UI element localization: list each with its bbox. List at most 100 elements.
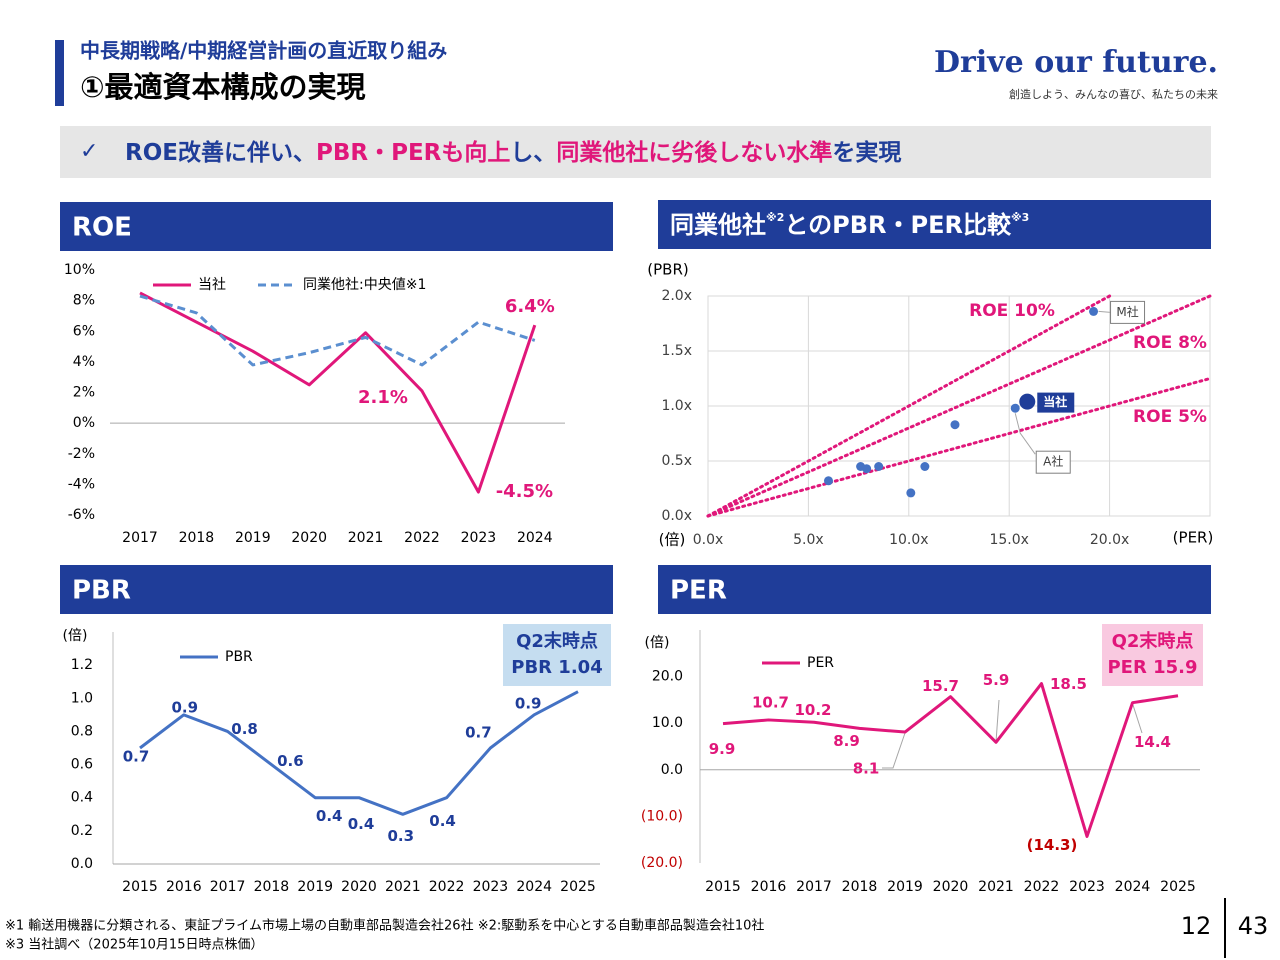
data-label: 9.9 — [709, 740, 736, 758]
y-tick-label: (20.0) — [641, 855, 683, 871]
banner-text: ROE改善に伴い、PBR・PERも向上し、同業他社に劣後しない水準を実現 — [125, 139, 901, 166]
scatter-point — [823, 476, 833, 486]
check-mark: ✓ — [80, 139, 98, 164]
callout-box — [1102, 624, 1203, 686]
point-label-box — [1037, 392, 1075, 413]
data-label: 10.2 — [794, 701, 831, 719]
section-header — [658, 200, 1211, 249]
x-tick-label: 2018 — [179, 530, 215, 546]
x-tick-label: 2021 — [385, 879, 421, 895]
section-header — [60, 202, 613, 251]
y-tick-label: 1.0 — [71, 690, 93, 706]
data-label: 0.7 — [465, 724, 492, 742]
x-tick-label: 2022 — [429, 879, 465, 895]
y-unit: (倍) — [63, 628, 88, 644]
y-tick-label: 0.0 — [71, 856, 93, 872]
x-tick-label: 2024 — [1115, 879, 1151, 895]
data-label: 2.1% — [358, 387, 408, 408]
data-label: 18.5 — [1050, 675, 1087, 693]
data-label: 0.3 — [388, 827, 415, 845]
x-tick-label: 2024 — [517, 530, 553, 546]
scatter-point — [920, 462, 930, 471]
x-tick-label: 2018 — [842, 879, 878, 895]
y-tick-label: 20.0 — [652, 669, 683, 685]
section-title: 同業他社※2とのPBR・PER比較※3 — [670, 211, 1029, 239]
x-tick-label: 2023 — [1069, 879, 1105, 895]
leader-line — [1132, 704, 1143, 734]
x-tick-label: 2018 — [254, 879, 290, 895]
footnote: ※3 当社調べ（2025年10月15日時点株価） — [5, 937, 263, 953]
x-tick-label: 2016 — [751, 879, 787, 895]
y-tick-label: -2% — [68, 446, 95, 462]
y-tick-label: 10.0 — [652, 715, 683, 731]
scatter-point — [1010, 403, 1020, 413]
x-tick-label: 2020 — [291, 530, 327, 546]
page-number: 12 — [1181, 912, 1212, 940]
callout-text: Q2末時点 — [516, 630, 598, 652]
callout-text: PBR 1.04 — [511, 657, 602, 678]
data-label: 15.7 — [922, 677, 959, 695]
banner-segment: を実現 — [832, 139, 901, 166]
y-tick-label: 6% — [73, 323, 95, 339]
scatter-point — [862, 464, 872, 474]
y-tick-label: 1.0x — [661, 398, 692, 414]
legend-label: 当社 — [198, 277, 226, 293]
x-tick-label: 2022 — [1024, 879, 1060, 895]
series-line — [139, 294, 536, 367]
title-bar — [55, 40, 64, 106]
title-part: 同業他社 — [670, 211, 766, 239]
section-header — [658, 565, 1211, 614]
callout-text: PER 15.9 — [1107, 657, 1197, 678]
x-tick-label: 2023 — [461, 530, 497, 546]
x-tick-label: 15.0x — [989, 532, 1028, 548]
y-tick-label: 1.2 — [71, 657, 93, 673]
series-line — [722, 682, 1179, 838]
legend-label: PBR — [225, 649, 253, 665]
data-label: 0.8 — [231, 720, 258, 738]
callout-text: Q2末時点 — [1112, 630, 1194, 652]
reference-label: ROE 8% — [1133, 333, 1207, 353]
banner-segment: ROE改善に伴い、 — [125, 139, 316, 166]
callout-box — [503, 624, 611, 686]
scatter-point — [906, 488, 916, 498]
x-tick-label: 5.0x — [793, 532, 824, 548]
x-tick-label: 2025 — [560, 879, 596, 895]
y-tick-label: 0.0x — [661, 508, 692, 524]
y-tick-label: 2% — [73, 385, 95, 401]
data-label: 0.4 — [348, 815, 375, 833]
reference-line — [706, 377, 1212, 518]
x-axis-label: (PER) — [1173, 529, 1214, 547]
y-tick-label: 0.8 — [71, 723, 93, 739]
leader-line — [1014, 413, 1036, 455]
data-label: 0.4 — [429, 812, 456, 830]
y-tick-label: 4% — [73, 354, 95, 370]
banner-segment: し、 — [510, 140, 556, 166]
leader-line — [995, 699, 1000, 743]
banner-segment: PBR・PERも向上 — [316, 139, 510, 166]
title-part: ※2 — [766, 211, 784, 224]
x-tick-label: 2019 — [887, 879, 923, 895]
data-label: 0.7 — [123, 748, 150, 766]
y-tick-label: 0% — [73, 415, 95, 431]
section-title: ROE — [72, 213, 132, 243]
scatter-point — [874, 462, 884, 471]
x-tick-label: 2020 — [933, 879, 969, 895]
x-tick-label: 2017 — [122, 530, 158, 546]
legend-label: 同業他社:中央値※1 — [303, 277, 426, 293]
reference-line — [706, 294, 1212, 518]
x-tick-label: 20.0x — [1090, 532, 1129, 548]
y-axis-label: (PBR) — [647, 261, 688, 279]
y-tick-label: 0.4 — [71, 790, 93, 806]
x-tick-label: 2023 — [473, 879, 509, 895]
title: ①最適資本構成の実現 — [80, 70, 366, 104]
data-label: 0.6 — [277, 752, 304, 770]
data-label: 8.9 — [833, 732, 860, 750]
banner-segment: 同業他社に劣後しない水準 — [556, 139, 832, 166]
x-tick-label: 2022 — [404, 530, 440, 546]
x-tick-label: 2015 — [122, 879, 158, 895]
footnote: ※1 輸送用機器に分類される、東証プライム市場上場の自動車部品製造会社26社 ※… — [5, 918, 764, 934]
title-part: ※3 — [1011, 211, 1029, 224]
scatter-point — [1019, 393, 1036, 410]
y-tick-label: 0.5x — [661, 453, 692, 469]
